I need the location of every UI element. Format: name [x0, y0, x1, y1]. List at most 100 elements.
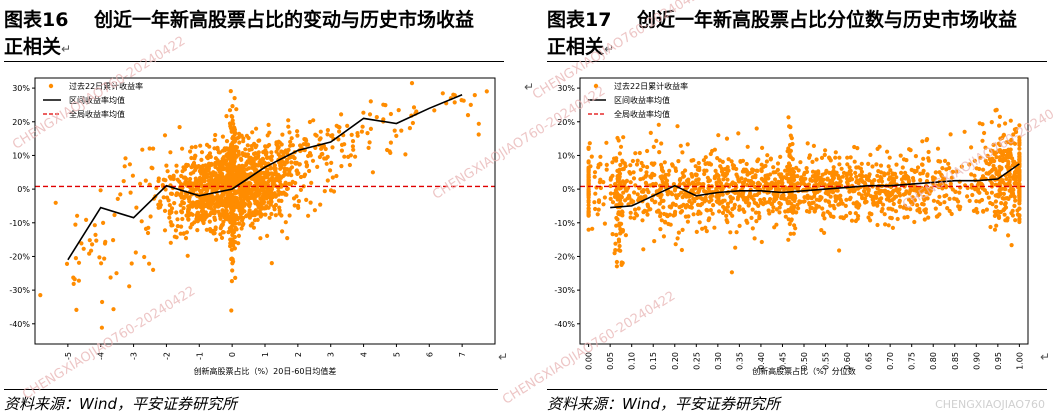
scatter-point — [998, 167, 1003, 172]
scatter-point — [222, 181, 227, 186]
x-tick-label: 2 — [294, 352, 303, 357]
scatter-point — [145, 230, 151, 236]
scatter-point — [239, 215, 244, 220]
scatter-point — [411, 105, 417, 110]
scatter-point — [906, 178, 911, 183]
scatter-point — [839, 198, 844, 203]
scatter-point — [620, 260, 625, 266]
scatter-point — [306, 213, 311, 218]
scatter-point — [745, 144, 750, 149]
scatter-point — [731, 163, 737, 168]
scatter-point — [604, 162, 609, 167]
scatter-point — [980, 122, 985, 127]
scatter-point — [236, 221, 241, 226]
scatter-point — [892, 178, 897, 183]
scatter-point — [285, 186, 290, 191]
scatter-point — [409, 81, 415, 86]
scatter-point — [847, 197, 852, 202]
scatter-point — [689, 205, 694, 210]
scatter-point — [658, 183, 663, 188]
scatter-point — [229, 279, 234, 284]
scatter-point — [71, 281, 76, 286]
scatter-point — [1017, 141, 1022, 146]
scatter-point — [870, 164, 875, 169]
scatter-point — [788, 148, 793, 153]
scatter-point — [229, 308, 234, 313]
scatter-point — [802, 199, 807, 204]
scatter-point — [627, 170, 632, 175]
scatter-point — [596, 199, 602, 205]
scatter-point — [314, 133, 319, 138]
y-tick-label: -40% — [9, 320, 30, 329]
legend-marker-scatter — [48, 83, 54, 89]
scatter-point — [828, 203, 833, 208]
x-tick-label: 0.20 — [671, 352, 680, 370]
scatter-point — [84, 217, 89, 222]
scatter-point — [673, 209, 678, 214]
scatter-point — [161, 195, 166, 200]
scatter-point — [181, 201, 186, 206]
scatter-point — [254, 174, 259, 179]
y-tick-label: 20% — [557, 118, 575, 127]
scatter-point — [268, 165, 273, 171]
scatter-point — [627, 195, 632, 200]
scatter-point — [215, 195, 220, 200]
scatter-point — [856, 191, 862, 196]
scatter-point — [273, 176, 278, 182]
scatter-point — [886, 223, 891, 228]
legend-entry: 区间收益率均值 — [614, 95, 670, 105]
scatter-point — [248, 181, 253, 186]
scatter-point — [240, 223, 245, 228]
scatter-point — [866, 174, 871, 179]
scatter-point — [258, 236, 263, 241]
scatter-point — [620, 228, 625, 233]
scatter-point — [900, 165, 905, 170]
scatter-point — [617, 151, 622, 156]
scatter-point — [810, 169, 816, 174]
source-note: 资料来源：Wind，平安证券研究所 — [547, 395, 781, 413]
scatter-point — [937, 194, 942, 199]
scatter-point — [866, 161, 871, 166]
scatter-point — [123, 156, 128, 161]
scatter-point — [223, 214, 228, 219]
scatter-point — [224, 146, 229, 151]
scatter-point — [864, 193, 869, 198]
scatter-point — [264, 204, 269, 209]
scatter-point — [922, 217, 927, 222]
scatter-point — [213, 227, 218, 232]
scatter-point — [287, 181, 292, 186]
scatter-point — [247, 200, 252, 205]
scatter-point — [239, 198, 244, 203]
scatter-point — [307, 119, 312, 125]
scatter-point — [845, 171, 850, 176]
y-tick-label: -10% — [554, 219, 575, 228]
scatter-point — [250, 156, 255, 161]
scatter-point — [864, 199, 869, 204]
scatter-point — [220, 211, 225, 216]
scatter-point — [220, 208, 225, 213]
scatter-point — [315, 164, 320, 169]
scatter-point — [298, 187, 303, 192]
scatter-point — [750, 226, 755, 231]
scatter-point — [329, 160, 334, 165]
scatter-point — [662, 211, 667, 217]
scatter-point — [38, 293, 43, 298]
scatter-point — [396, 108, 401, 113]
scatter-point — [172, 201, 177, 206]
scatter-point — [808, 206, 813, 211]
scatter-point — [645, 165, 650, 170]
scatter-point — [151, 146, 156, 151]
scatter-point — [472, 93, 477, 98]
scatter-point — [208, 229, 213, 234]
scatter-point — [146, 225, 151, 230]
scatter-point — [849, 218, 855, 223]
scatter-point — [156, 205, 161, 210]
x-tick-label: -4 — [97, 352, 106, 360]
scatter-point — [645, 148, 650, 154]
scatter-point — [269, 157, 274, 162]
scatter-point — [720, 198, 726, 203]
scatter-point — [830, 170, 835, 175]
scatter-point — [1004, 176, 1009, 181]
scatter-point — [778, 202, 783, 207]
scatter-point — [812, 173, 817, 178]
